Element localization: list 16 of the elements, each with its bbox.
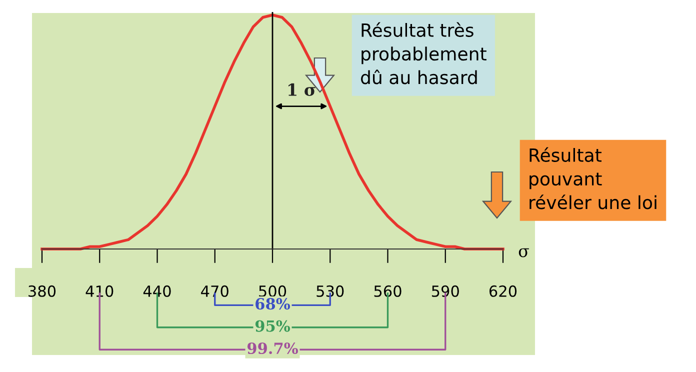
text: Résultat pouvant révéler une loi <box>530 147 656 210</box>
x-tick-label: 500 <box>259 285 286 297</box>
text: 68% <box>256 298 290 310</box>
x-tick-label: 530 <box>316 285 344 297</box>
x-tick-label: 590 <box>432 285 459 297</box>
text: 99.7% <box>247 342 298 354</box>
x-tick-label: 440 <box>143 285 171 297</box>
x-tick-label: 380 <box>28 285 56 297</box>
x-tick-label: 410 <box>86 285 114 297</box>
x-tick-label: 560 <box>374 285 402 297</box>
annotation: 1 σ <box>288 83 316 96</box>
x-tick-label: 620 <box>489 285 517 297</box>
text: 95% <box>255 320 290 332</box>
x-axis-title: σ <box>518 248 529 258</box>
annotation: Résultat très probablement dû au hasard <box>360 22 486 84</box>
x-tick-label: 470 <box>201 285 228 297</box>
